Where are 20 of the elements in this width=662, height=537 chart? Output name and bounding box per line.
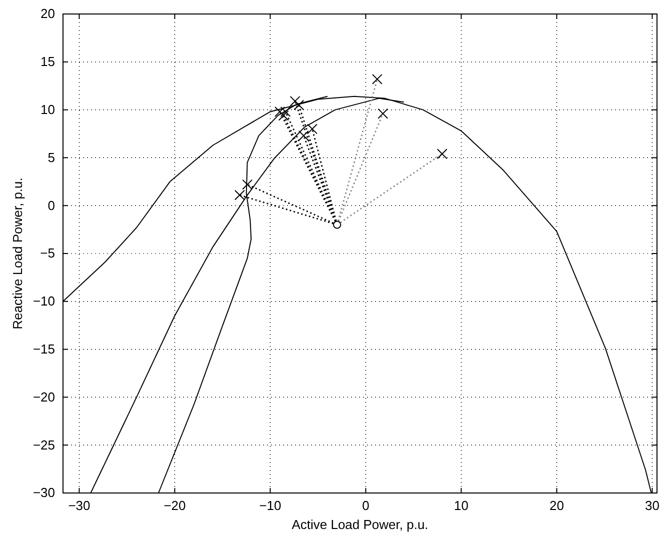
y-tick-label: −20 bbox=[32, 389, 55, 404]
x-tick-label: 0 bbox=[362, 498, 370, 514]
y-tick-label: −15 bbox=[32, 341, 55, 356]
x-tick-label: −10 bbox=[259, 498, 282, 514]
x-axis-title: Active Load Power, p.u. bbox=[292, 517, 428, 532]
y-tick-label: −5 bbox=[40, 246, 55, 261]
y-axis-title: Reactive Load Power, p.u. bbox=[10, 178, 25, 330]
y-tick-label: −10 bbox=[32, 294, 55, 309]
y-tick-label: 15 bbox=[40, 54, 55, 70]
x-tick-label: −30 bbox=[68, 498, 90, 514]
x-tick-label: −20 bbox=[164, 498, 186, 514]
x-tick-label: 10 bbox=[454, 498, 468, 514]
y-tick-label: 20 bbox=[40, 6, 55, 22]
y-tick-label: 10 bbox=[40, 102, 55, 117]
y-tick-label: −30 bbox=[32, 485, 55, 500]
x-tick-label: 30 bbox=[644, 498, 660, 514]
y-tick-label: 5 bbox=[48, 150, 55, 165]
x-tick-label: 20 bbox=[549, 498, 564, 514]
y-tick-label: −25 bbox=[32, 437, 55, 452]
y-tick-label: 0 bbox=[48, 198, 55, 213]
